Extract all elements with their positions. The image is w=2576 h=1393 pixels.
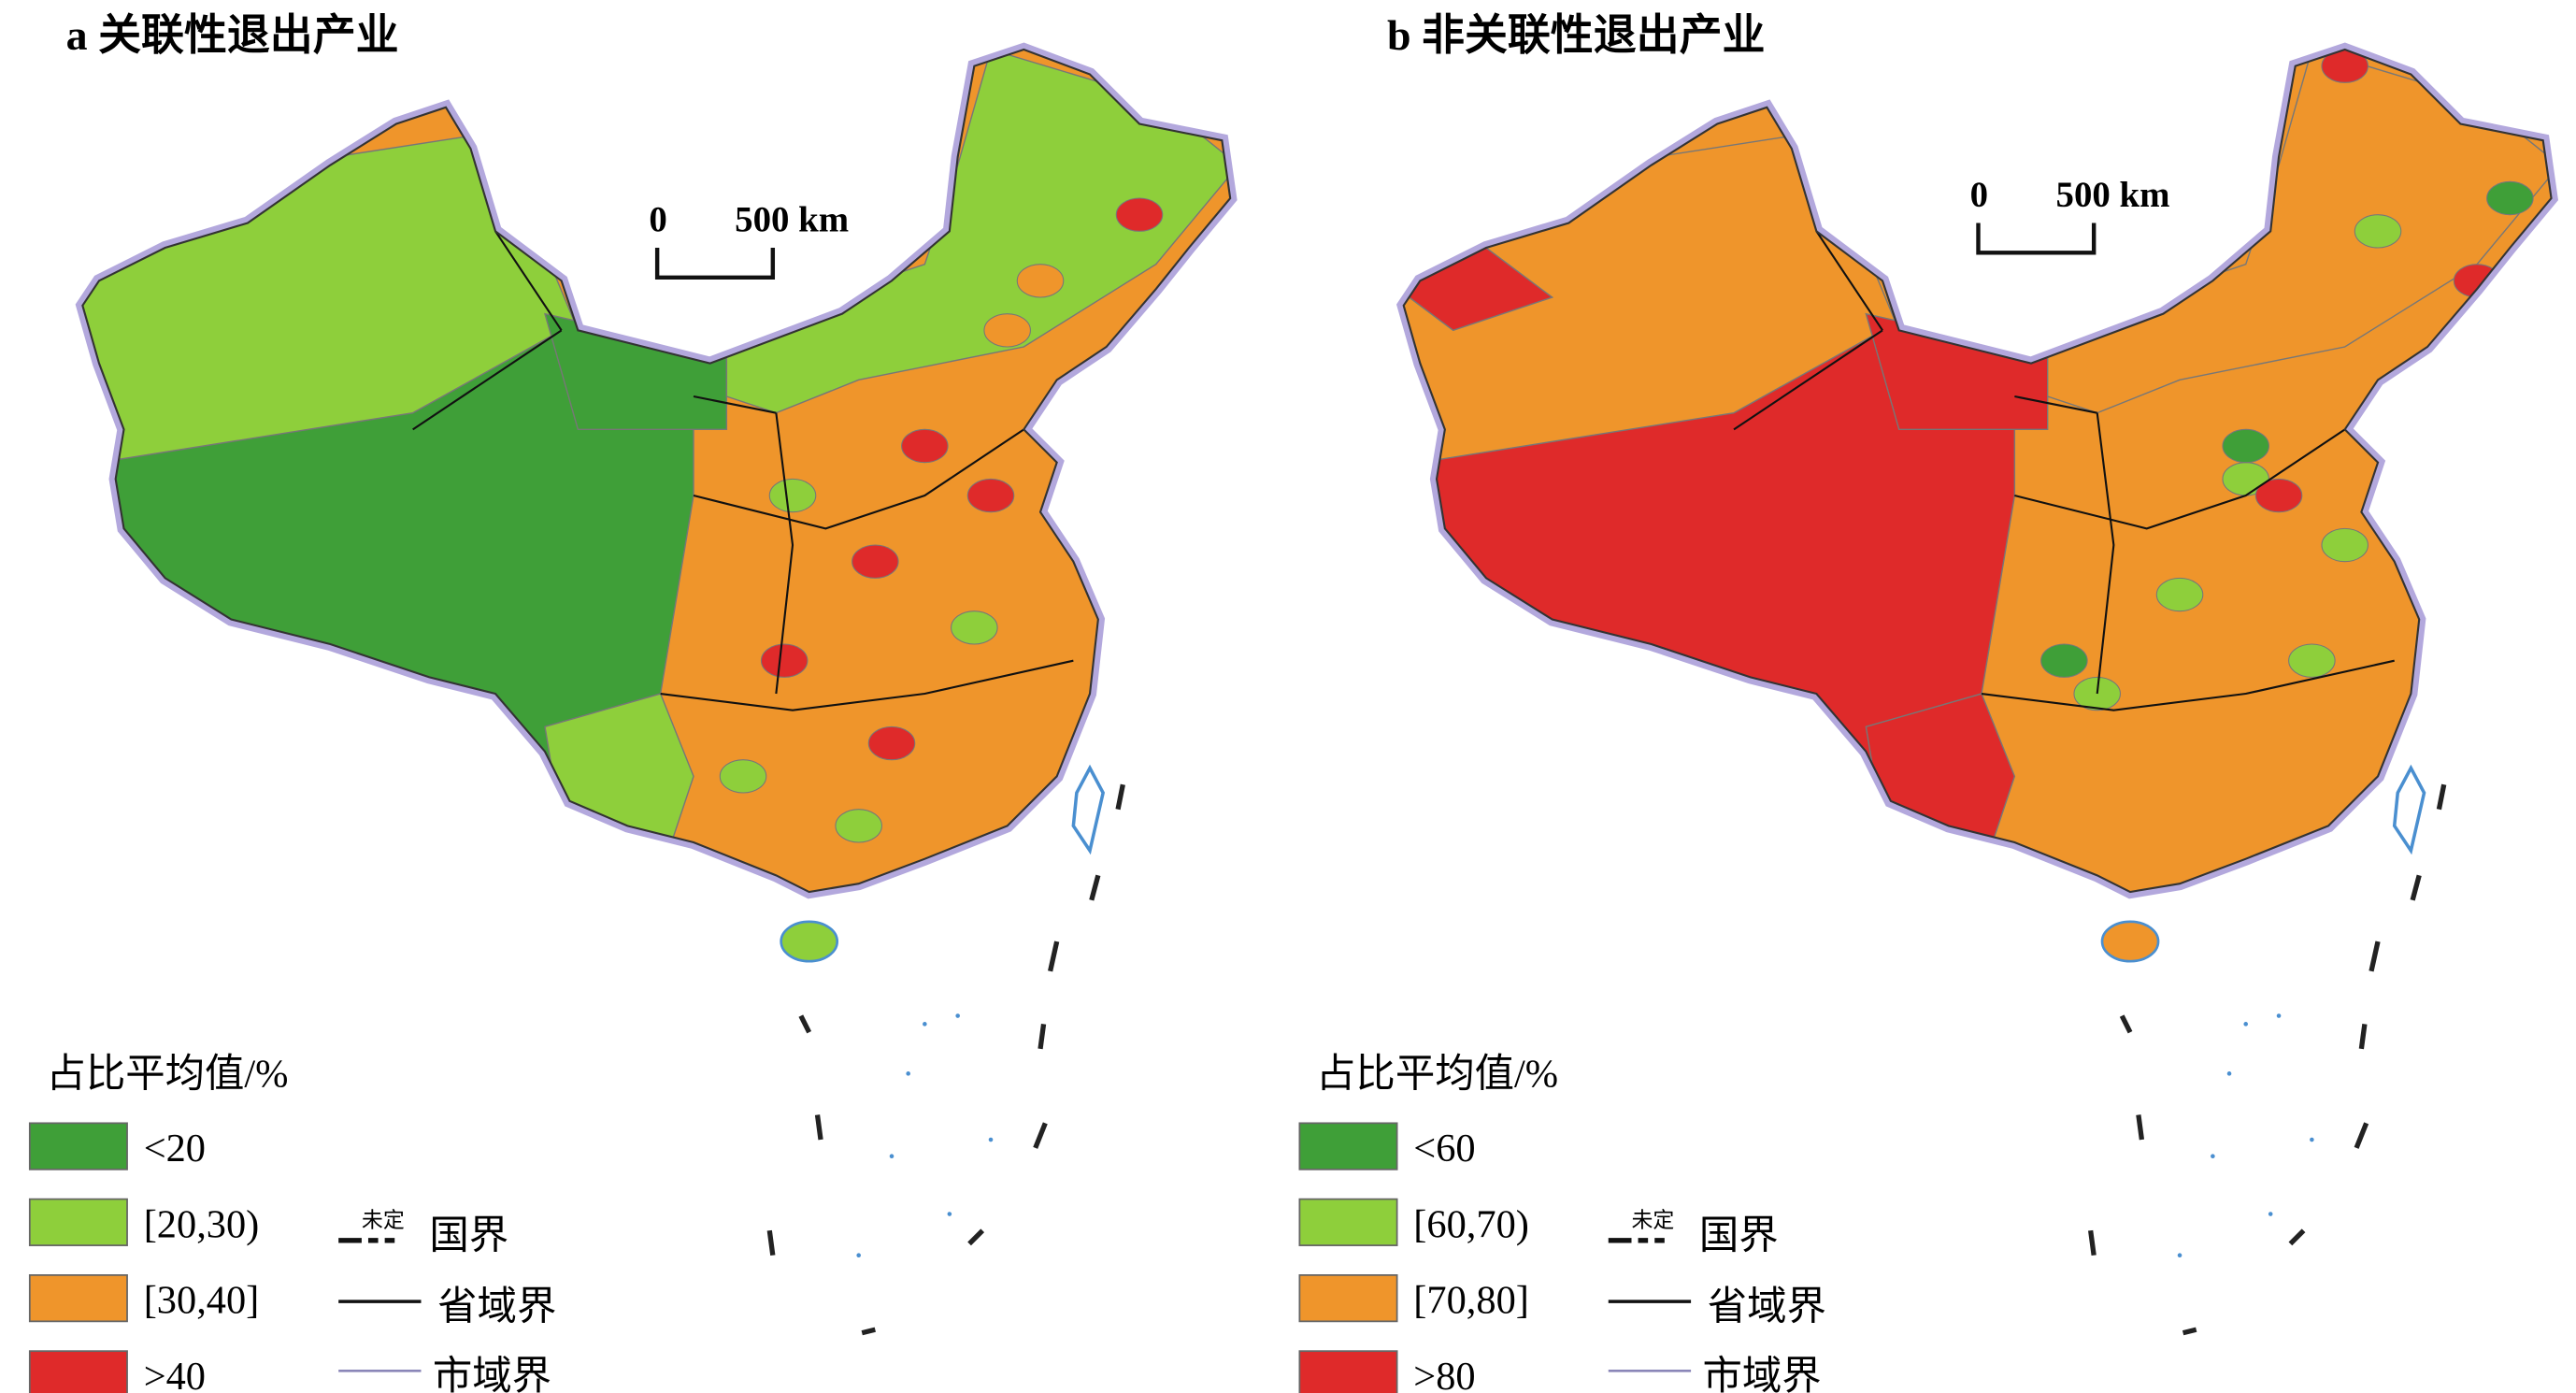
regions bbox=[82, 50, 1231, 893]
legend-title: 占比平均值/% bbox=[46, 1052, 288, 1096]
region bbox=[719, 759, 767, 794]
legend-undetermined: 未定 bbox=[362, 1209, 405, 1232]
region bbox=[2288, 643, 2336, 678]
region bbox=[2040, 643, 2088, 678]
legend-label: [30,40] bbox=[144, 1279, 260, 1323]
island bbox=[2310, 1137, 2314, 1142]
nine-dash-line bbox=[2088, 783, 2447, 1336]
region bbox=[1115, 197, 1164, 232]
scale-end: 500 km bbox=[735, 199, 849, 239]
island bbox=[2211, 1154, 2215, 1158]
legend-swatch bbox=[28, 1198, 128, 1246]
region bbox=[983, 313, 1031, 348]
region bbox=[768, 478, 817, 513]
legend-national: 国界 bbox=[1699, 1214, 1779, 1258]
legend-provincial: 省域界 bbox=[437, 1285, 556, 1329]
map-panel: b 非关联性退出产业 0 500 km 占比平均值/% <60 [60,70) [70,80… bbox=[1298, 11, 2558, 1393]
legend-label: <20 bbox=[144, 1127, 206, 1170]
scale-bar bbox=[654, 248, 776, 280]
scale-bar bbox=[1976, 223, 2097, 255]
island bbox=[947, 1212, 952, 1216]
legend-undetermined: 未定 bbox=[1631, 1209, 1674, 1232]
map-panel: a 关联性退出产业 0 500 km 占比平均值/% <20 [20,30) [30,40]… bbox=[28, 11, 1238, 1393]
region bbox=[867, 725, 916, 761]
hainan bbox=[2100, 920, 2160, 963]
island bbox=[923, 1022, 927, 1027]
island bbox=[2177, 1253, 2182, 1257]
legend-label: [70,80] bbox=[1413, 1279, 1529, 1323]
hainan bbox=[780, 920, 839, 963]
island bbox=[2268, 1212, 2273, 1216]
country-border bbox=[1402, 48, 2553, 894]
legend-swatch bbox=[1298, 1122, 1398, 1170]
legend-swatch bbox=[28, 1350, 128, 1393]
scale-start: 0 bbox=[649, 199, 666, 239]
legend-swatch bbox=[28, 1122, 128, 1170]
region bbox=[1865, 693, 2016, 877]
region bbox=[966, 478, 1015, 513]
region bbox=[901, 428, 949, 464]
island bbox=[2276, 1013, 2282, 1018]
legend-municipal: 市域界 bbox=[1702, 1355, 1821, 1393]
legend-municipal: 市域界 bbox=[433, 1355, 551, 1393]
nine-dash-line bbox=[766, 783, 1125, 1336]
legend-national: 国界 bbox=[429, 1214, 508, 1258]
legend-provincial: 省域界 bbox=[1708, 1285, 1826, 1329]
scale-start: 0 bbox=[1970, 175, 1988, 215]
scale-end: 500 km bbox=[2056, 175, 2170, 215]
country-border bbox=[81, 48, 1232, 894]
legend-swatch bbox=[1298, 1274, 1398, 1323]
legend-title: 占比平均值/% bbox=[1316, 1052, 1558, 1096]
taiwan bbox=[2392, 764, 2426, 855]
island bbox=[889, 1154, 894, 1158]
island bbox=[906, 1071, 910, 1076]
island bbox=[955, 1013, 960, 1018]
island bbox=[2226, 1071, 2232, 1076]
panel-title: a 关联性退出产业 bbox=[66, 11, 399, 59]
region bbox=[2155, 577, 2204, 612]
island bbox=[2243, 1022, 2249, 1027]
region bbox=[2486, 180, 2534, 216]
taiwan bbox=[1071, 764, 1106, 855]
region bbox=[2254, 478, 2303, 513]
region bbox=[835, 809, 882, 843]
map bbox=[75, 42, 1238, 1336]
region bbox=[544, 693, 694, 877]
island bbox=[856, 1253, 861, 1257]
island bbox=[988, 1137, 994, 1142]
region bbox=[852, 544, 899, 579]
legend-label: <60 bbox=[1413, 1127, 1475, 1170]
map bbox=[1396, 42, 2558, 1336]
region bbox=[951, 610, 998, 645]
canvas: a 关联性退出产业 0 500 km 占比平均值/% <20 [20,30) [30,40]… bbox=[28, 11, 2558, 1393]
province-border bbox=[412, 230, 1074, 711]
legend-label: [60,70) bbox=[1413, 1202, 1529, 1246]
legend-swatch bbox=[1298, 1198, 1398, 1246]
legend-swatch bbox=[1298, 1350, 1398, 1393]
region bbox=[2354, 214, 2402, 249]
legend-swatch bbox=[28, 1274, 128, 1323]
legend-label: >40 bbox=[144, 1355, 206, 1393]
region bbox=[2321, 50, 2368, 83]
province-border bbox=[1733, 230, 2395, 711]
region bbox=[2321, 527, 2368, 563]
region bbox=[2222, 428, 2269, 464]
legend-label: [20,30) bbox=[144, 1202, 260, 1246]
legend-label: >80 bbox=[1413, 1355, 1475, 1393]
panel-title: b 非关联性退出产业 bbox=[1387, 11, 1765, 59]
region bbox=[760, 643, 809, 678]
region bbox=[1016, 264, 1065, 298]
